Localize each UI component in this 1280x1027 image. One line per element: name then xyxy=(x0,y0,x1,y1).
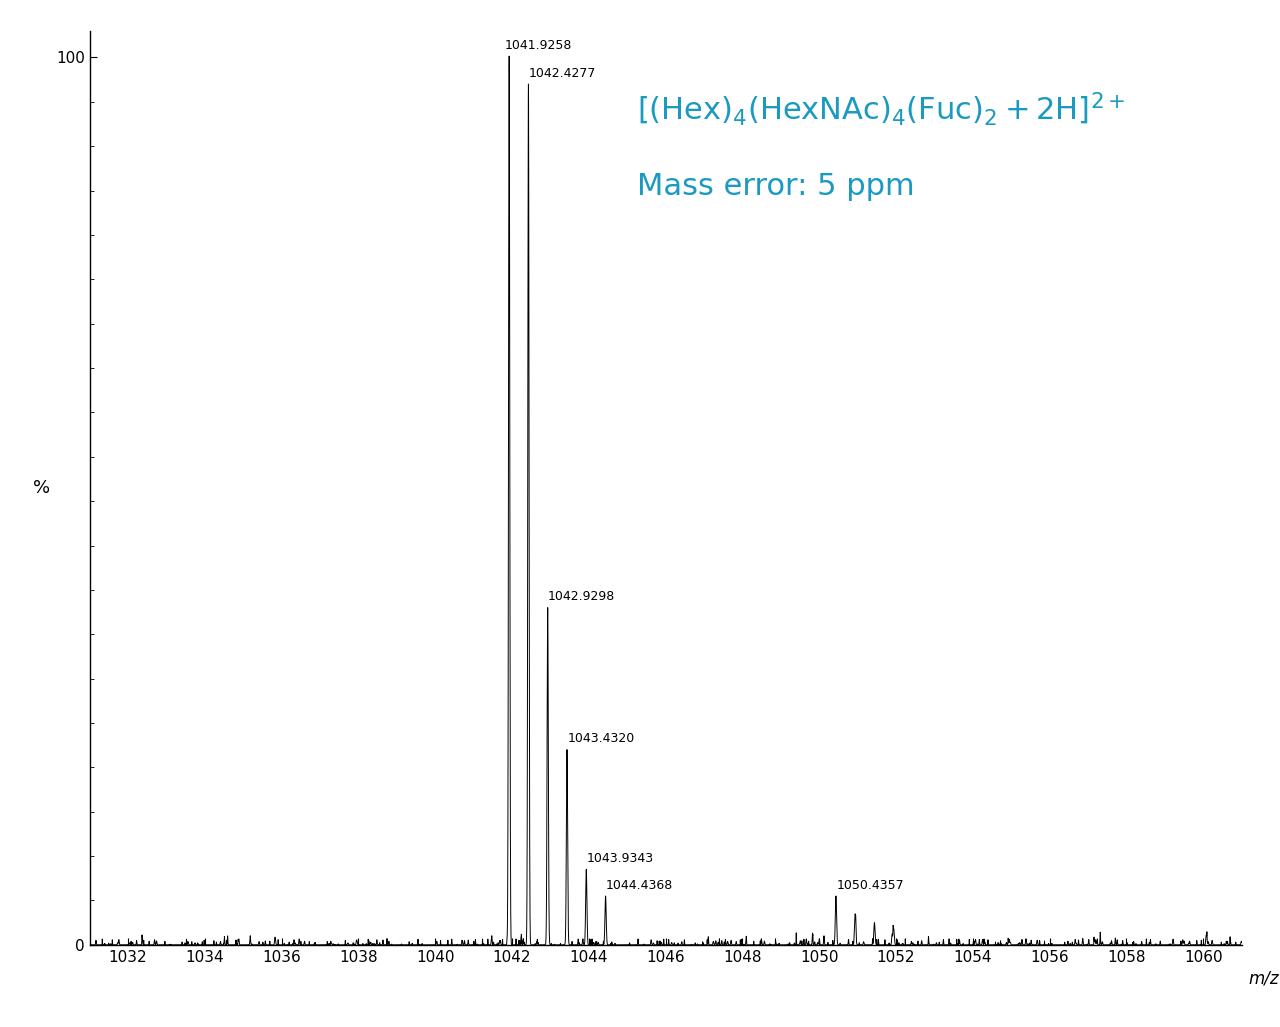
Text: 1044.4368: 1044.4368 xyxy=(605,878,673,891)
Text: 1043.4320: 1043.4320 xyxy=(567,732,635,746)
Text: 1043.9343: 1043.9343 xyxy=(586,852,654,865)
Text: 1041.9258: 1041.9258 xyxy=(504,39,572,51)
Text: Mass error: 5 ppm: Mass error: 5 ppm xyxy=(637,173,914,201)
Text: 1042.9298: 1042.9298 xyxy=(548,591,616,603)
Y-axis label: %: % xyxy=(33,479,50,497)
Text: 1050.4357: 1050.4357 xyxy=(836,878,904,891)
Text: 1042.4277: 1042.4277 xyxy=(529,67,596,80)
Text: m/z: m/z xyxy=(1248,969,1279,988)
Text: $\mathsf{[(Hex)_4(HexNAc)_4(Fuc)_2+2H]^{2+}}$: $\mathsf{[(Hex)_4(HexNAc)_4(Fuc)_2+2H]^{… xyxy=(637,90,1125,127)
